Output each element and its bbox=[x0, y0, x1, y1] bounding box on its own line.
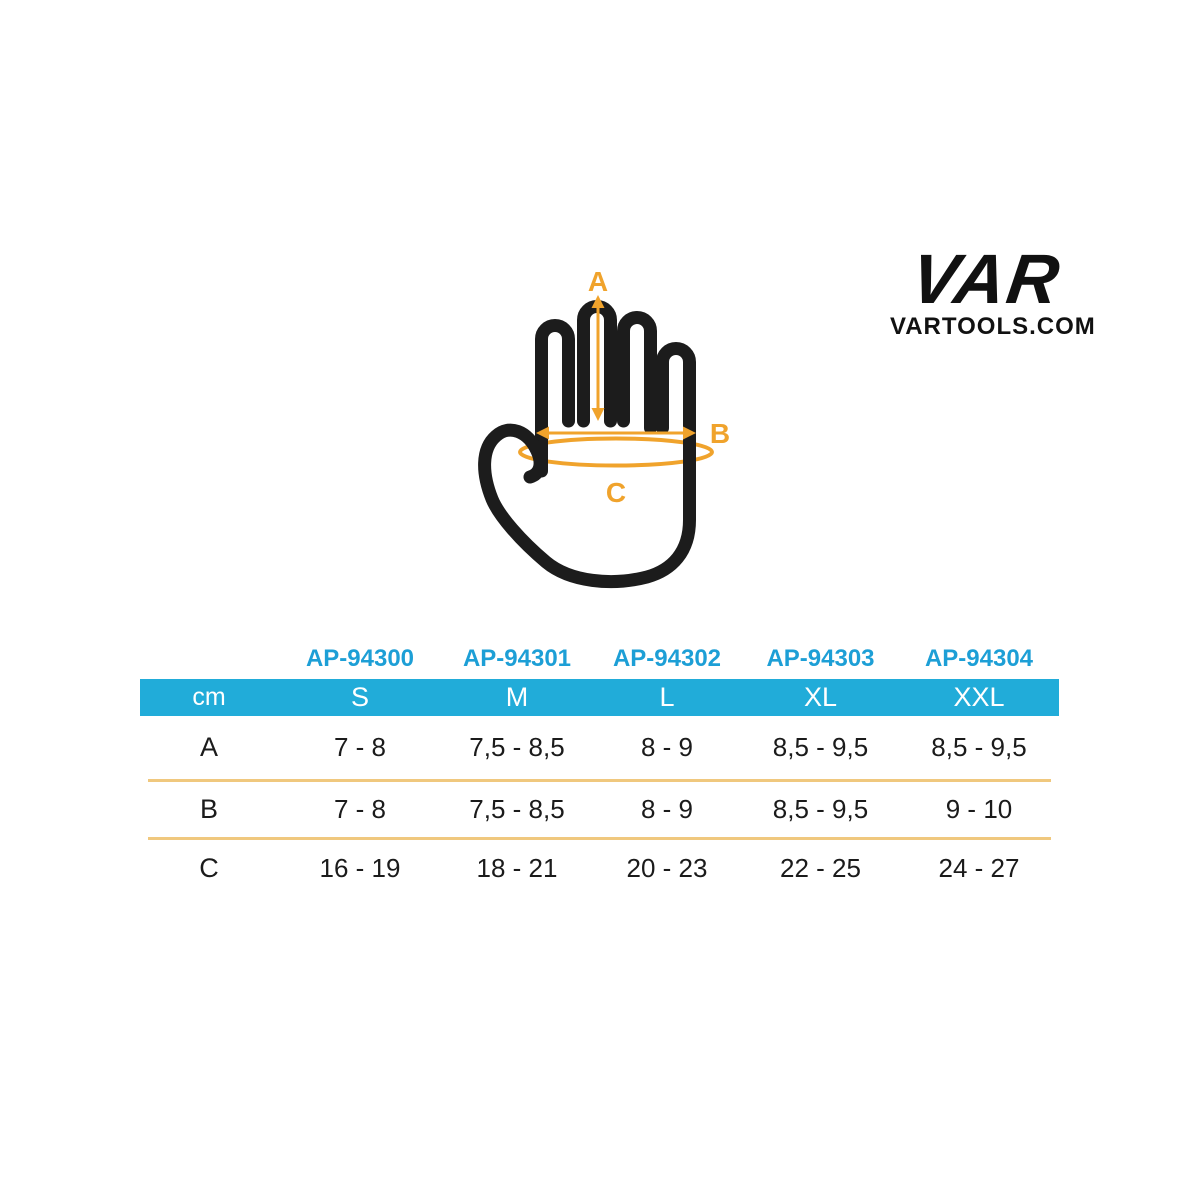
size-header-row: cm S M L XL XXL bbox=[140, 679, 1059, 716]
brand-wordmark: VAR bbox=[906, 240, 1066, 318]
row-divider bbox=[148, 837, 1051, 840]
product-code: AP-94302 bbox=[612, 645, 722, 672]
brand-website: VARTOOLS.COM bbox=[890, 313, 1096, 340]
table-row-a: A 7 - 8 7,5 - 8,5 8 - 9 8,5 - 9,5 8,5 - … bbox=[140, 716, 1059, 779]
product-code: AP-94301 bbox=[462, 645, 572, 672]
row-label: B bbox=[199, 794, 218, 824]
size-header: XXL bbox=[953, 682, 1005, 712]
size-value: 8,5 - 9,5 bbox=[772, 732, 869, 762]
size-value: 7 - 8 bbox=[333, 732, 387, 762]
measurement-arrow-b bbox=[536, 426, 696, 440]
label-b: B bbox=[710, 418, 730, 449]
size-value: 16 - 19 bbox=[319, 852, 401, 883]
size-value: 20 - 23 bbox=[626, 852, 708, 883]
product-code: AP-94303 bbox=[766, 645, 875, 672]
size-value: 9 - 10 bbox=[945, 794, 1013, 824]
size-header: XL bbox=[803, 682, 838, 712]
ring-finger-path bbox=[617, 311, 657, 435]
product-code: AP-94304 bbox=[924, 645, 1034, 672]
row-label: C bbox=[199, 852, 219, 883]
size-value: 7,5 - 8,5 bbox=[469, 732, 565, 762]
size-value: 7,5 - 8,5 bbox=[469, 794, 565, 824]
index-finger-path bbox=[535, 319, 575, 478]
product-codes-row: AP-94300 AP-94301 AP-94302 AP-94303 AP-9… bbox=[140, 642, 1059, 676]
size-value: 8,5 - 9,5 bbox=[772, 794, 869, 824]
size-header: M bbox=[505, 682, 529, 712]
row-divider bbox=[148, 779, 1051, 782]
size-value: 8,5 - 9,5 bbox=[931, 732, 1027, 762]
size-table: AP-94300 AP-94301 AP-94302 AP-94303 AP-9… bbox=[140, 642, 1059, 896]
size-value: 8 - 9 bbox=[640, 732, 694, 762]
size-header: L bbox=[659, 682, 675, 712]
hand-outline-icon bbox=[478, 300, 696, 589]
size-value: 18 - 21 bbox=[476, 852, 558, 883]
unit-label: cm bbox=[192, 683, 226, 711]
circumference-c-ellipse bbox=[518, 436, 714, 468]
size-value: 22 - 25 bbox=[780, 852, 861, 883]
product-code: AP-94300 bbox=[305, 645, 415, 672]
table-row-c: C 16 - 19 18 - 21 20 - 23 22 - 25 24 - 2… bbox=[140, 840, 1059, 896]
row-label: A bbox=[199, 732, 218, 762]
hand-measurement-diagram: A B C bbox=[478, 266, 730, 589]
label-a: A bbox=[588, 266, 608, 297]
brand-logo: VAR VARTOOLS.COM bbox=[890, 240, 1096, 341]
pinky-palm-thumb-path bbox=[478, 342, 696, 589]
size-value: 7 - 8 bbox=[333, 794, 387, 824]
size-header: S bbox=[350, 682, 369, 712]
size-value: 8 - 9 bbox=[640, 794, 694, 824]
label-c: C bbox=[606, 477, 626, 508]
measurement-arrow-a bbox=[591, 295, 605, 421]
table-row-b: B 7 - 8 7,5 - 8,5 8 - 9 8,5 - 9,5 9 - 10 bbox=[140, 782, 1059, 837]
size-value: 24 - 27 bbox=[938, 852, 1020, 883]
